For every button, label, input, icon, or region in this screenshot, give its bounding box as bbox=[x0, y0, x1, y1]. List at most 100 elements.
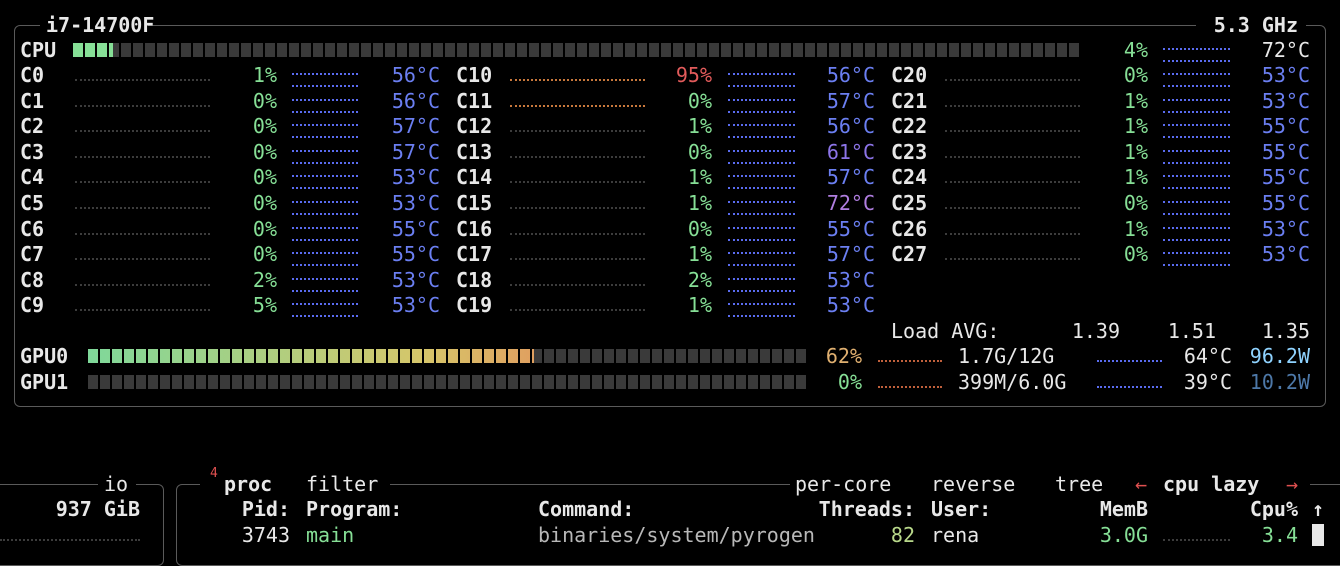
mini-graph bbox=[728, 277, 795, 292]
scrollbar bbox=[1312, 524, 1324, 546]
option-button[interactable]: tree bbox=[1055, 472, 1104, 496]
mini-graph bbox=[292, 252, 358, 267]
column-header[interactable]: Cpu% bbox=[1249, 497, 1298, 521]
core-percent: 1% bbox=[687, 114, 712, 139]
column-header[interactable]: MemB bbox=[1099, 497, 1148, 521]
process-cell[interactable]: 3.0G bbox=[1099, 523, 1148, 547]
core-temp: 55°C bbox=[391, 216, 440, 241]
option-button[interactable]: reverse bbox=[931, 472, 1016, 496]
core-temp: 56°C bbox=[826, 114, 875, 139]
core-percent: 0% bbox=[252, 216, 277, 241]
core-percent: 0% bbox=[1123, 242, 1148, 267]
core-percent: 1% bbox=[687, 242, 712, 267]
core-percent: 1% bbox=[687, 165, 712, 190]
cpu-label: CPU bbox=[20, 38, 57, 62]
gpu-memory: 1.7G/12G bbox=[958, 344, 1055, 368]
column-header[interactable]: Program: bbox=[306, 497, 403, 521]
cpu-bar-track bbox=[73, 43, 1080, 57]
column-header[interactable]: Threads: bbox=[818, 497, 915, 521]
mini-graph bbox=[292, 277, 358, 292]
graph bbox=[75, 181, 210, 184]
core-name: C22 bbox=[891, 114, 928, 139]
graph bbox=[1097, 386, 1162, 388]
process-cell[interactable]: 82 bbox=[890, 523, 915, 547]
gpu-power: 10.2W bbox=[1249, 370, 1310, 394]
core-percent: 5% bbox=[252, 293, 277, 318]
graph bbox=[510, 181, 645, 184]
core-name: C19 bbox=[456, 293, 493, 318]
core-percent: 0% bbox=[1123, 191, 1148, 215]
io-title: io bbox=[104, 472, 129, 496]
mini-graph bbox=[1163, 48, 1230, 62]
core-temp: 55°C bbox=[1261, 191, 1310, 215]
sort-prev[interactable]: ← bbox=[1135, 472, 1148, 496]
graph bbox=[510, 104, 645, 107]
column-header[interactable]: User: bbox=[931, 497, 992, 521]
graph bbox=[945, 232, 1080, 235]
process-cell[interactable]: main bbox=[306, 523, 355, 547]
process-cell[interactable]: binaries/system/pyrogen bbox=[538, 523, 815, 547]
graph bbox=[945, 155, 1080, 158]
core-temp: 61°C bbox=[826, 139, 875, 164]
border-gap bbox=[790, 482, 1310, 486]
core-name: C2 bbox=[20, 114, 45, 139]
core-temp: 55°C bbox=[1261, 114, 1310, 139]
mini-graph bbox=[728, 73, 795, 87]
option-button[interactable]: per-core bbox=[795, 472, 892, 496]
gpu-bar-track bbox=[88, 375, 808, 389]
graph bbox=[945, 207, 1080, 209]
graph bbox=[75, 130, 210, 133]
gpu-name: GPU0 bbox=[20, 344, 69, 368]
mini-graph bbox=[728, 124, 795, 139]
core-name: C10 bbox=[456, 63, 493, 87]
mini-graph bbox=[292, 201, 358, 215]
column-header[interactable]: Command: bbox=[538, 497, 635, 521]
core-temp: 55°C bbox=[1261, 139, 1310, 164]
column-header[interactable]: ↑ bbox=[1312, 497, 1325, 521]
core-name: C27 bbox=[891, 242, 928, 267]
load-value: 1.51 bbox=[1167, 319, 1216, 343]
core-percent: 0% bbox=[252, 88, 277, 113]
border-gap bbox=[300, 482, 390, 486]
mini-graph bbox=[1163, 226, 1230, 241]
process-cell[interactable]: rena bbox=[931, 523, 980, 547]
filter-button[interactable]: filter bbox=[306, 472, 379, 496]
border-gap bbox=[98, 482, 136, 486]
core-temp: 57°C bbox=[826, 88, 875, 113]
core-temp: 53°C bbox=[826, 267, 875, 292]
graph bbox=[510, 155, 645, 158]
process-cell[interactable]: 3743 bbox=[241, 523, 290, 547]
process-cell[interactable]: 3.4 bbox=[1261, 523, 1298, 547]
sort-button[interactable]: cpu lazy bbox=[1163, 472, 1260, 496]
core-name: C24 bbox=[891, 165, 928, 190]
mini-graph bbox=[728, 226, 795, 241]
graph bbox=[75, 104, 210, 107]
core-percent: 95% bbox=[675, 63, 712, 87]
sort-next[interactable]: → bbox=[1286, 472, 1299, 496]
graph bbox=[1097, 360, 1162, 362]
graph bbox=[75, 79, 210, 81]
core-name: C3 bbox=[20, 139, 45, 164]
core-temp: 53°C bbox=[391, 267, 440, 292]
mini-graph bbox=[1163, 73, 1230, 87]
core-name: C20 bbox=[891, 63, 928, 87]
core-name: C5 bbox=[20, 191, 45, 215]
core-percent: 0% bbox=[687, 216, 712, 241]
core-name: C12 bbox=[456, 114, 493, 139]
graph bbox=[0, 539, 140, 541]
graph bbox=[945, 79, 1080, 81]
core-name: C15 bbox=[456, 191, 493, 215]
gpu-memory: 399M/6.0G bbox=[958, 370, 1067, 394]
graph bbox=[878, 386, 942, 388]
core-temp: 56°C bbox=[826, 63, 875, 87]
gpu-bar bbox=[88, 349, 535, 363]
border-gap bbox=[40, 24, 148, 28]
core-percent: 0% bbox=[252, 114, 277, 139]
graph bbox=[1163, 539, 1230, 541]
core-temp: 53°C bbox=[1261, 63, 1310, 87]
mini-graph bbox=[1163, 124, 1230, 139]
core-percent: 2% bbox=[252, 267, 277, 292]
gpu-temp: 64°C bbox=[1183, 344, 1232, 368]
core-temp: 55°C bbox=[391, 242, 440, 267]
column-header[interactable]: Pid: bbox=[241, 497, 290, 521]
